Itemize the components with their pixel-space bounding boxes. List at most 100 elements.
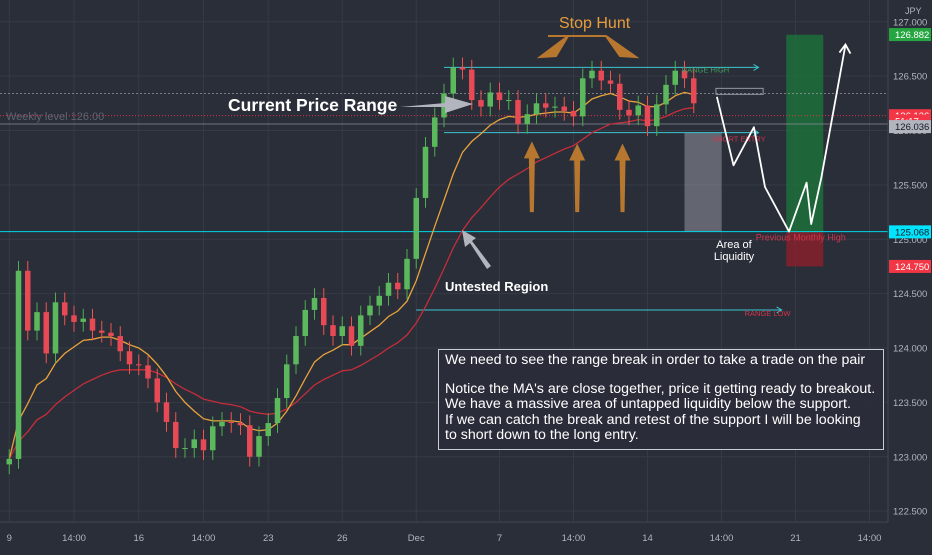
candle-body <box>654 104 660 127</box>
note-line-4: If we can catch the break and retest of … <box>445 411 861 428</box>
candle-body <box>34 312 40 331</box>
projected-path-arrowhead <box>838 42 852 55</box>
candle-body <box>533 103 540 115</box>
candle-body <box>173 421 179 449</box>
candle-body <box>228 421 234 424</box>
annotation-arrows <box>400 35 640 269</box>
area-of-liquidity-line2: Liquidity <box>713 251 755 263</box>
long-target-zone <box>786 34 824 232</box>
time-axis[interactable]: 9 14:00 16 14:00 23 26 Dec 7 14:00 14 14:00 21 14:00 <box>0 521 932 550</box>
candle-body <box>552 106 558 108</box>
candle-body <box>404 258 410 290</box>
short-entry-label: SHORT ENTRY <box>712 135 765 144</box>
candle-body <box>89 318 96 331</box>
candle-body <box>15 270 22 459</box>
candle-body <box>210 426 216 451</box>
candle-body <box>108 332 114 337</box>
candle-body <box>62 302 68 316</box>
time-tick-label: 14:00 <box>562 533 586 544</box>
ema-slow <box>8 107 694 460</box>
price-tick-label: 123.000 <box>893 452 927 463</box>
price-tick-label: 125.500 <box>893 180 927 191</box>
candle-body <box>626 109 632 116</box>
price-tick-label: 124.000 <box>893 344 927 355</box>
time-tick-label: 14:00 <box>192 533 216 544</box>
ema-slow-line <box>8 107 694 460</box>
candle-body <box>580 78 586 117</box>
time-tick-label: 14:00 <box>858 533 882 544</box>
candle-body <box>237 423 244 426</box>
candle-body <box>145 365 151 379</box>
price-tick-label: 124.500 <box>893 289 927 300</box>
candle-body <box>339 326 345 337</box>
candle-body <box>284 364 290 399</box>
candle-body <box>163 402 170 422</box>
candle-body <box>395 282 401 290</box>
candle-body <box>589 70 595 79</box>
range-high-ray-head <box>753 63 760 71</box>
candle-body <box>617 83 623 110</box>
candle-body <box>293 336 299 365</box>
candle-body <box>672 70 678 85</box>
range-low-label: RANGE LOW <box>745 309 792 318</box>
long-stop-zone <box>786 231 824 267</box>
price-tick-label: 122.500 <box>893 507 927 518</box>
projected-path <box>716 42 852 233</box>
price-badge-label: 125.068 <box>895 227 929 238</box>
candle-body <box>506 100 512 102</box>
candle-body <box>524 114 530 124</box>
note-line-3: We have a massive area of untapped liqui… <box>445 396 851 413</box>
price-axis[interactable]: JPY 122.500 123.000 123.500 124.000 124.500 12… <box>887 0 932 550</box>
price-badge <box>889 225 931 239</box>
note-line-5: to short down to the long entry. <box>445 427 639 444</box>
candle-body <box>358 315 364 346</box>
candle-body <box>422 146 429 198</box>
area-of-liquidity-line1: Area of <box>716 239 752 251</box>
projected-path-line <box>716 44 847 233</box>
weekly-level-label: Weekly level 126.00 <box>6 111 104 123</box>
price-badge-label: 126.882 <box>895 30 929 41</box>
time-tick-label: Dec <box>408 533 425 544</box>
candle-body <box>561 106 567 111</box>
area-of-liquidity-zone <box>684 132 722 232</box>
price-badge-label: 124.750 <box>895 262 929 273</box>
trade-note[interactable]: We need to see the range break in order … <box>438 349 884 450</box>
candle-body <box>681 70 688 79</box>
time-tick-label: 26 <box>337 533 348 544</box>
candle-body <box>348 326 355 346</box>
untested-region-arrow <box>462 230 491 269</box>
candle-body <box>191 439 197 449</box>
price-tick-label: 127.000 <box>893 17 927 28</box>
candle-body <box>274 398 281 424</box>
time-tick-label: 14:00 <box>710 533 734 544</box>
time-tick-label: 21 <box>790 533 801 544</box>
candle-body <box>321 297 327 326</box>
current-price-range-label: Current Price Range <box>228 95 398 115</box>
candle-body <box>154 378 160 403</box>
candle-body <box>302 309 308 337</box>
candle-body <box>515 100 521 124</box>
candle-body <box>367 305 373 316</box>
candle-body <box>311 297 318 310</box>
candle-body <box>71 315 77 322</box>
candle-body <box>117 336 123 352</box>
time-tick-label: 14 <box>642 533 653 544</box>
stop-hunt-up-arrow <box>523 141 540 213</box>
candle-body <box>459 67 466 70</box>
previous-monthly-high-label: Previous Monthly High <box>756 233 846 243</box>
stop-hunt-up-arrow <box>614 143 631 213</box>
candle-body <box>496 92 503 101</box>
price-badge-label: 126.036 <box>895 122 929 133</box>
price-tick-label: 126.500 <box>893 72 927 83</box>
candle-body <box>543 103 549 108</box>
candle-body <box>487 92 493 107</box>
price-badge <box>889 259 931 273</box>
stop-hunt-label: Stop Hunt <box>559 15 631 32</box>
candle-body <box>6 458 12 465</box>
current-range-arrow <box>400 96 473 113</box>
candle-body <box>126 351 133 365</box>
candle-body <box>52 302 59 354</box>
currency-label: JPY <box>905 6 922 16</box>
